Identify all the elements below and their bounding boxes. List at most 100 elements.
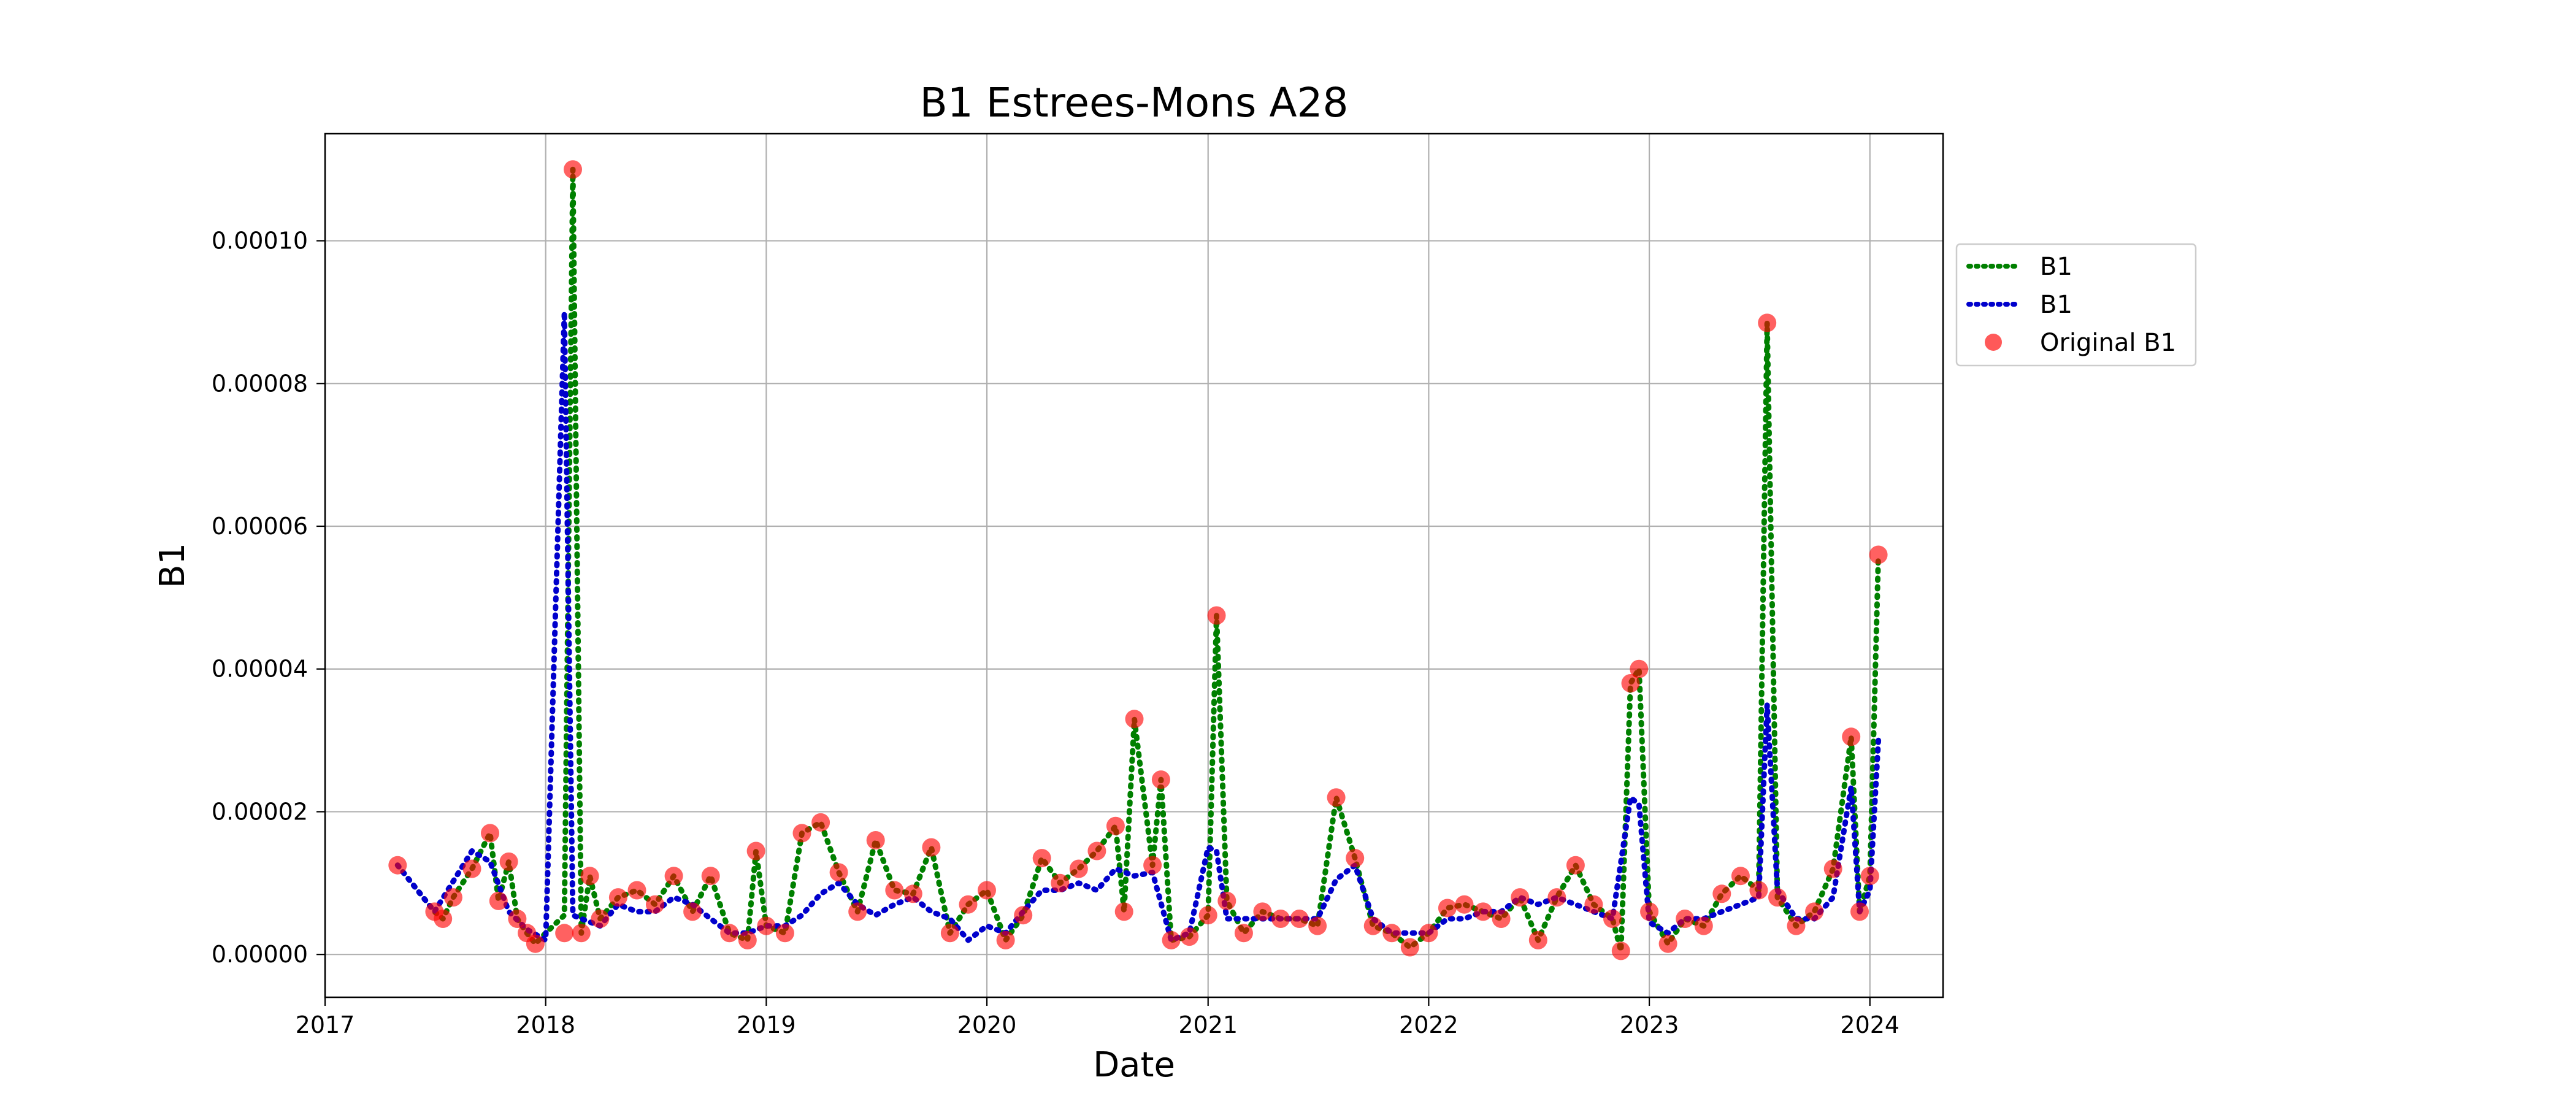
data-point <box>1346 849 1365 868</box>
data-point <box>1308 916 1327 935</box>
data-point <box>1823 859 1842 878</box>
data-point <box>1143 856 1162 875</box>
data-point <box>1842 727 1861 746</box>
data-point <box>1474 902 1493 921</box>
data-point <box>1640 902 1659 921</box>
data-point <box>1327 788 1346 807</box>
legend-label-b1-blue: B1 <box>2040 291 2072 319</box>
data-point <box>1492 910 1511 928</box>
data-point <box>829 863 848 882</box>
data-point <box>1869 545 1888 564</box>
data-point <box>508 910 527 928</box>
data-markers <box>388 160 1888 960</box>
plot-area-frame <box>324 132 1944 999</box>
data-point <box>811 813 830 832</box>
x-axis-title: Date <box>1093 1045 1175 1085</box>
data-point <box>1787 916 1806 935</box>
data-point <box>1290 910 1309 928</box>
data-point <box>608 888 627 907</box>
data-point <box>720 924 739 943</box>
data-point <box>1758 313 1777 332</box>
series-line-1 <box>394 309 1882 943</box>
x-tick-label: 2023 <box>1620 1011 1679 1038</box>
data-point <box>443 888 462 907</box>
data-point <box>499 852 518 871</box>
data-point <box>792 824 811 843</box>
y-tick-label: 0.00006 <box>212 513 308 540</box>
x-tick-label: 2019 <box>737 1011 796 1038</box>
data-point <box>903 884 922 903</box>
data-point <box>1234 924 1253 943</box>
x-tick-label: 2022 <box>1399 1011 1459 1038</box>
data-point <box>1032 849 1051 868</box>
data-point <box>757 916 776 935</box>
y-tick-label: 0.00002 <box>212 798 308 825</box>
x-tick-label: 2018 <box>516 1011 575 1038</box>
data-point <box>1087 841 1106 861</box>
data-point <box>580 867 599 886</box>
data-point <box>738 930 757 949</box>
data-point <box>1611 941 1630 960</box>
data-point <box>978 881 996 900</box>
data-point <box>388 856 407 875</box>
data-point <box>746 841 765 861</box>
data-point <box>572 924 591 943</box>
legend-label-original-b1: Original B1 <box>2040 329 2176 357</box>
data-point <box>1180 927 1199 946</box>
data-point <box>885 881 904 900</box>
data-point <box>1768 888 1787 907</box>
legend-label-b1-green: B1 <box>2040 253 2072 281</box>
data-point <box>1382 924 1401 943</box>
data-point <box>940 924 959 943</box>
y-axis-title: B1 <box>153 543 193 588</box>
y-tick-label: 0.00000 <box>212 941 308 968</box>
data-point <box>1528 930 1547 949</box>
data-point <box>959 895 978 914</box>
data-point <box>996 930 1015 949</box>
data-point <box>481 824 499 843</box>
data-point <box>701 867 720 886</box>
data-point <box>1363 916 1382 935</box>
data-point <box>1253 902 1272 921</box>
axis-ticks: 2017 2018 2019 2020 2021 2022 2023 2024 0.00000 0… <box>212 228 1899 1038</box>
data-point <box>1438 899 1457 918</box>
data-point <box>1162 930 1181 949</box>
data-point <box>775 924 794 943</box>
data-point <box>1658 934 1677 953</box>
data-point <box>627 881 646 900</box>
data-point <box>1603 910 1622 928</box>
data-point <box>848 902 867 921</box>
data-point <box>1455 895 1474 914</box>
data-point <box>1014 906 1033 925</box>
data-point <box>1712 884 1731 903</box>
x-tick-label: 2021 <box>1178 1011 1238 1038</box>
legend-box <box>1955 243 2197 367</box>
data-point <box>1198 906 1217 925</box>
data-point <box>1621 674 1640 692</box>
data-point <box>1125 710 1144 729</box>
data-point <box>1566 856 1585 875</box>
data-point <box>526 934 545 953</box>
y-tick-label: 0.00010 <box>212 228 308 255</box>
data-point <box>1547 888 1566 907</box>
data-point <box>1676 910 1695 928</box>
data-point <box>1207 606 1226 625</box>
data-point <box>1749 881 1768 900</box>
data-point <box>1069 859 1088 878</box>
data-point <box>564 160 582 179</box>
data-point <box>462 859 481 878</box>
data-point <box>1805 902 1824 921</box>
y-tick-label: 0.00008 <box>212 370 308 397</box>
data-point <box>1151 770 1170 789</box>
data-point <box>1271 910 1290 928</box>
data-point <box>1694 916 1713 935</box>
x-tick-label: 2020 <box>957 1011 1017 1038</box>
legend-swatch-original-b1 <box>1985 334 2002 351</box>
data-point <box>646 895 664 914</box>
data-point <box>1850 902 1869 921</box>
legend: B1 B1 Original B1 <box>1955 243 2197 367</box>
data-point <box>1860 867 1879 886</box>
data-point <box>1217 891 1236 910</box>
